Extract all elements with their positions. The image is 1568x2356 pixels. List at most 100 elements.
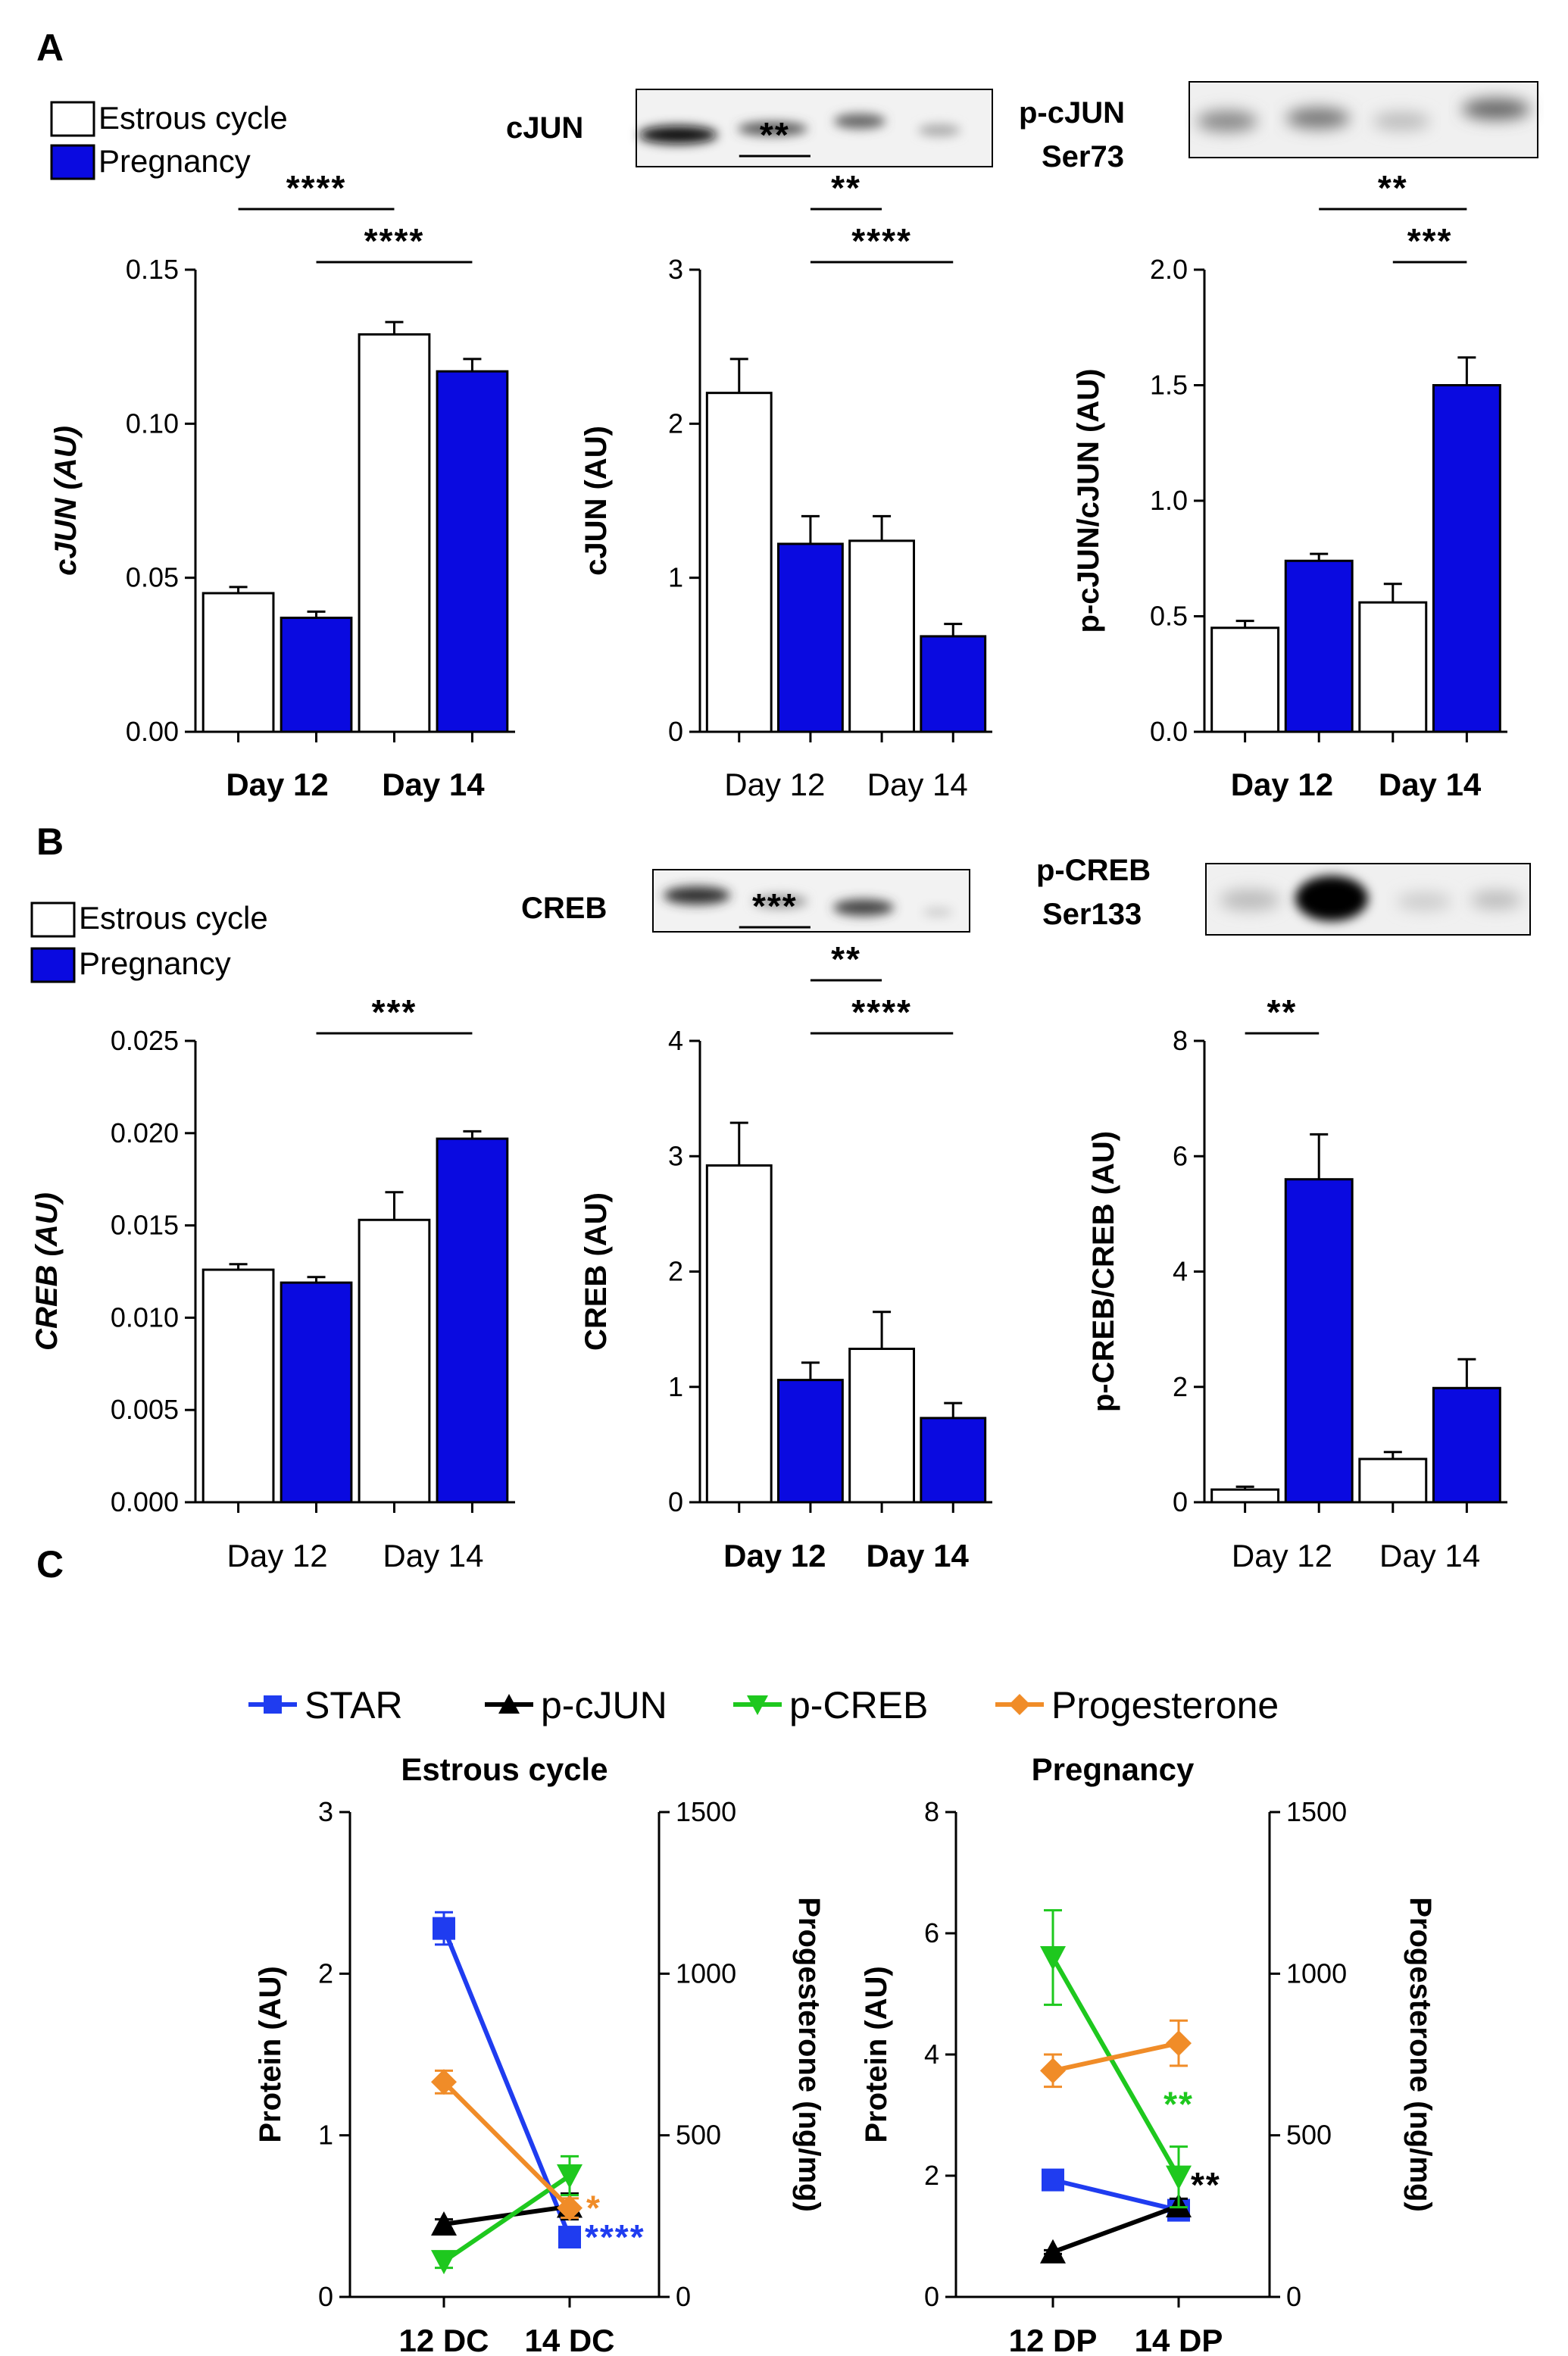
y-tick-label: 2 xyxy=(668,408,683,439)
y-axis-title: CREB (AU) xyxy=(30,1192,64,1351)
legend-c-pcreb-label: p-CREB xyxy=(789,1684,928,1726)
y-tick-label: 0.015 xyxy=(111,1210,179,1241)
legend-c-pcreb-marker xyxy=(747,1695,768,1715)
y-tick-label: 0 xyxy=(668,1486,683,1517)
legend-a-estrous-swatch xyxy=(50,101,95,137)
left-tick-label: 2 xyxy=(924,2160,939,2191)
data-point-triangle xyxy=(431,2211,457,2236)
blot-creb xyxy=(652,869,970,933)
y-axis-title: cJUN (AU) xyxy=(49,426,83,576)
bar xyxy=(1358,601,1428,733)
chart-c2: Pregnancy 0 2 4 6 8 0 500 1000 1500 Protein (AU) Pr… xyxy=(860,1751,1437,2356)
right-tick-label: 1000 xyxy=(1286,1958,1347,1989)
legend-c-pcjun-marker xyxy=(498,1694,520,1714)
bar xyxy=(1358,1458,1428,1504)
blot-pcreb-label-line2: Ser133 xyxy=(1042,898,1142,931)
y-tick-label: 0.05 xyxy=(126,562,179,593)
bar xyxy=(776,542,844,733)
significance-stars: ** xyxy=(831,939,861,979)
y-tick-label: 0.005 xyxy=(111,1394,179,1425)
x-category-label: 14 DP xyxy=(1135,2323,1223,2356)
x-category-label: 14 DC xyxy=(524,2323,614,2356)
x-category-label: Day 14 xyxy=(1379,767,1482,802)
significance-stars: **** xyxy=(585,2217,645,2257)
legend-a-pregnancy-label: Pregnancy xyxy=(98,143,251,179)
legend-b-estrous-label: Estrous cycle xyxy=(79,900,268,936)
y-tick-label: 0 xyxy=(668,716,683,747)
y-axis-title: cJUN (AU) xyxy=(579,426,613,576)
significance-stars: *** xyxy=(752,886,798,926)
bar xyxy=(201,592,275,733)
significance-stars: ** xyxy=(831,168,861,208)
significance-stars: ** xyxy=(1164,2085,1194,2124)
right-tick-label: 1000 xyxy=(676,1958,736,1989)
bar xyxy=(1284,1178,1354,1504)
significance-stars: **** xyxy=(851,992,912,1032)
blot-pcreb xyxy=(1205,863,1531,936)
y-tick-label: 0.020 xyxy=(111,1117,179,1148)
bar xyxy=(1210,1488,1280,1504)
series-star: **** xyxy=(433,1911,645,2257)
y-tick-label: 4 xyxy=(668,1025,683,1056)
x-category-label: Day 12 xyxy=(227,1538,328,1573)
data-point-diamond xyxy=(1166,2030,1192,2057)
y-tick-label: 0.15 xyxy=(126,254,179,285)
bar xyxy=(358,1218,431,1504)
x-category-label: Day 12 xyxy=(226,767,328,802)
x-category-label: 12 DC xyxy=(398,2323,489,2356)
y-tick-label: 3 xyxy=(668,254,683,285)
significance-stars: **** xyxy=(851,221,912,261)
y-tick-label: 0.5 xyxy=(1150,601,1188,632)
x-category-label: Day 12 xyxy=(1231,767,1333,802)
data-point-inverted-triangle xyxy=(431,2250,457,2275)
legend-c-prog-marker xyxy=(1009,1694,1030,1715)
y-tick-label: 0.010 xyxy=(111,1301,179,1333)
bar xyxy=(1432,384,1501,733)
y-tick-label: 0.10 xyxy=(126,408,179,439)
chart-c1: Estrous cycle 0 1 2 3 0 500 1000 1500 Protein (AU… xyxy=(254,1751,826,2356)
chart-b1: 0.000 0.005 0.010 0.015 0.020 0.025 CREB (AU) D… xyxy=(30,992,515,1573)
panel-letter-a: A xyxy=(36,27,64,69)
y-tick-label: 2 xyxy=(668,1256,683,1287)
series-line xyxy=(1051,2204,1180,2254)
series-line xyxy=(1052,2041,1179,2073)
significance-stars: ** xyxy=(760,115,790,155)
data-point-square xyxy=(558,2226,581,2249)
left-tick-label: 4 xyxy=(924,2039,939,2070)
left-tick-label: 0 xyxy=(318,2281,333,2312)
data-point-diamond xyxy=(1040,2058,1066,2084)
left-axis-title: Protein (AU) xyxy=(254,1966,287,2142)
bar xyxy=(280,617,353,733)
left-tick-label: 8 xyxy=(924,1796,939,1827)
legend-a-estrous-label: Estrous cycle xyxy=(98,100,288,136)
significance-stars: **** xyxy=(364,221,425,261)
panel-letter-b: B xyxy=(36,820,64,863)
significance-stars: ** xyxy=(1267,992,1298,1032)
bar xyxy=(705,1164,773,1504)
bar xyxy=(1210,626,1280,733)
chart-title: Pregnancy xyxy=(1032,1751,1195,1787)
right-tick-label: 500 xyxy=(1286,2120,1332,2151)
x-category-label: Day 14 xyxy=(1379,1538,1480,1573)
data-point-inverted-triangle xyxy=(1166,2165,1192,2190)
chart-title: Estrous cycle xyxy=(401,1751,608,1787)
series-p-creb: ** xyxy=(1040,1909,1194,2209)
bar xyxy=(705,392,773,733)
series-line xyxy=(442,2080,572,2210)
x-category-label: Day 12 xyxy=(723,1538,826,1573)
series-line xyxy=(1051,1956,1181,2179)
series-progesterone xyxy=(1040,2019,1192,2089)
y-tick-label: 0.000 xyxy=(111,1486,179,1517)
blot-pcreb-label-line1: p-CREB xyxy=(1036,854,1151,887)
left-tick-label: 0 xyxy=(924,2281,939,2312)
y-tick-label: 0.00 xyxy=(126,716,179,747)
bar xyxy=(1284,559,1354,733)
bar xyxy=(920,1417,987,1504)
blot-pcjun-label-line1: p-cJUN xyxy=(1019,96,1125,130)
y-tick-label: 2 xyxy=(1173,1371,1188,1402)
left-tick-label: 2 xyxy=(318,1958,333,1989)
y-tick-label: 8 xyxy=(1173,1025,1188,1056)
